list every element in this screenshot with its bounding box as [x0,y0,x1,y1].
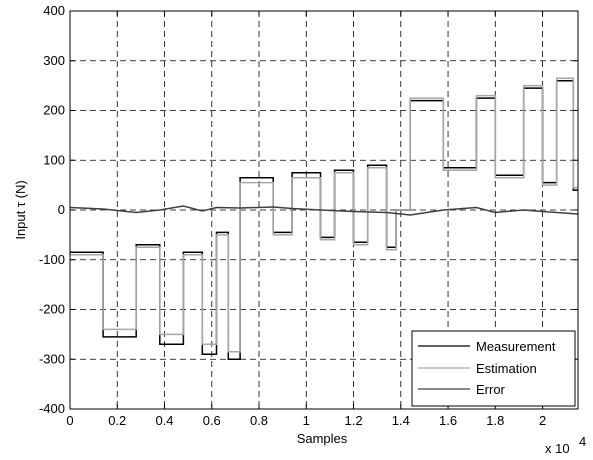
x-tick-label: 1.2 [344,413,362,428]
y-tick-label: 400 [43,3,65,18]
y-tick-label: 200 [43,103,65,118]
x-tick-label: 2 [539,413,546,428]
y-tick-label: -300 [39,351,65,366]
axis-ticks: 0 0.2 0.4 0.6 0.8 1 1.2 1.4 1.6 1.8 2 -400 -300 -200 -… [39,3,578,428]
x-tick-label: 0.6 [203,413,221,428]
x-tick-label: 1.6 [439,413,457,428]
series-error [69,205,579,216]
legend-label-estimation: Estimation [476,361,537,376]
y-axis-label: Input τ (N) [13,180,28,239]
x-tick-label: 0.8 [250,413,268,428]
x-tick-label: 1 [303,413,310,428]
legend-label-measurement: Measurement [476,339,556,354]
y-tick-label: -400 [39,401,65,416]
y-tick-label: -100 [39,252,65,267]
series-estimation [70,77,578,353]
x-tick-label: 0.2 [108,413,126,428]
x-tick-label: 1.8 [486,413,504,428]
y-tick-label: -200 [39,302,65,317]
legend-label-error: Error [476,382,506,397]
series-measurement [70,79,578,361]
x-tick-label: 0.4 [155,413,173,428]
series-lines [69,77,579,361]
y-tick-label: 100 [43,152,65,167]
x-axis-label: Samples [297,431,348,446]
legend: Measurement Estimation Error [411,330,576,407]
y-tick-label: 0 [58,202,65,217]
x-multiplier-label: x 10 [545,441,570,456]
x-multiplier-exponent: 4 [579,434,586,449]
y-tick-label: 300 [43,53,65,68]
x-tick-label: 1.4 [392,413,410,428]
x-tick-label: 0 [66,413,73,428]
